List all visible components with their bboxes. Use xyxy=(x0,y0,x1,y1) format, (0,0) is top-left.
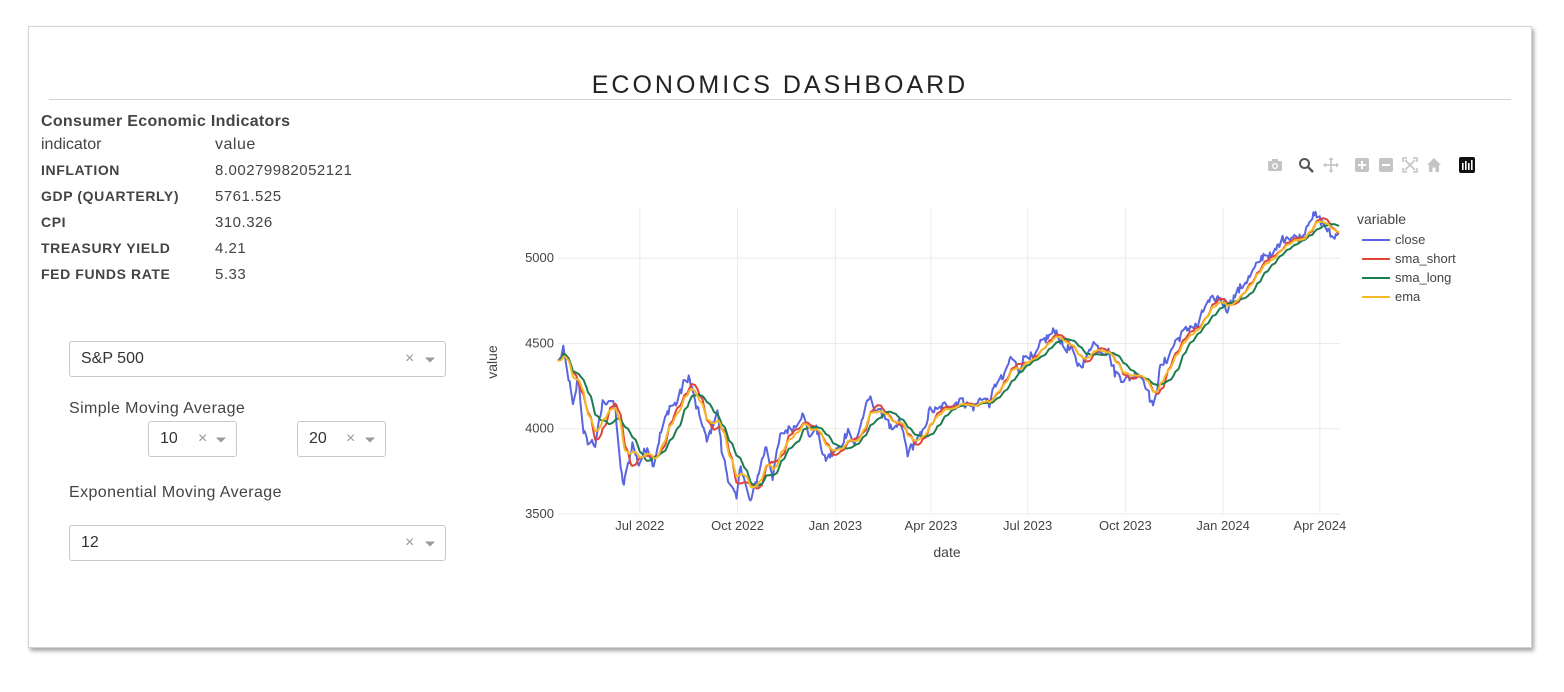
indicator-name: FED FUNDS RATE xyxy=(41,266,171,282)
indicator-value: 5.33 xyxy=(215,266,247,283)
indicator-value: 310.326 xyxy=(215,214,273,231)
indicator-name: GDP (QUARTERLY) xyxy=(41,188,180,204)
clear-icon[interactable]: × xyxy=(346,430,356,447)
sma-long-value: 20 xyxy=(309,430,327,447)
title-divider xyxy=(49,99,1511,100)
indicator-value: 4.21 xyxy=(215,240,247,257)
chevron-down-icon[interactable] xyxy=(425,357,435,363)
sma-long-select[interactable]: 20 × xyxy=(297,421,386,457)
autoscale-icon[interactable] xyxy=(1401,156,1419,174)
plotly-logo-icon[interactable] xyxy=(1458,156,1476,174)
indicator-value: 5761.525 xyxy=(215,188,282,205)
page-title: ECONOMICS DASHBOARD xyxy=(591,71,969,99)
camera-icon[interactable] xyxy=(1266,156,1284,174)
pan-icon[interactable] xyxy=(1322,156,1340,174)
indicator-name: TREASURY YIELD xyxy=(41,240,171,256)
clear-icon[interactable]: × xyxy=(198,430,208,447)
column-header-value: value xyxy=(215,136,256,153)
ema-label: Exponential Moving Average xyxy=(69,484,282,501)
chevron-down-icon[interactable] xyxy=(425,541,435,547)
zoom-icon[interactable] xyxy=(1297,156,1315,174)
ema-select-value: 12 xyxy=(81,534,99,551)
chevron-down-icon[interactable] xyxy=(365,437,375,443)
ema-select[interactable]: 12 × xyxy=(69,525,446,561)
indicator-value: 8.00279982052121 xyxy=(215,162,353,179)
sma-short-value: 10 xyxy=(160,430,178,447)
indicator-name: CPI xyxy=(41,214,67,230)
zoom-out-icon[interactable] xyxy=(1377,156,1395,174)
clear-icon[interactable]: × xyxy=(405,534,415,551)
chevron-down-icon[interactable] xyxy=(216,437,226,443)
indicators-title: Consumer Economic Indicators xyxy=(41,113,291,130)
index-select[interactable]: S&P 500 × xyxy=(69,341,446,377)
index-select-value: S&P 500 xyxy=(81,350,144,367)
sma-short-select[interactable]: 10 × xyxy=(148,421,237,457)
sma-label: Simple Moving Average xyxy=(69,400,246,417)
indicator-name: INFLATION xyxy=(41,162,121,178)
column-header-indicator: indicator xyxy=(41,136,102,153)
zoom-in-icon[interactable] xyxy=(1353,156,1371,174)
clear-icon[interactable]: × xyxy=(405,350,415,367)
reset-axes-icon[interactable] xyxy=(1425,156,1443,174)
